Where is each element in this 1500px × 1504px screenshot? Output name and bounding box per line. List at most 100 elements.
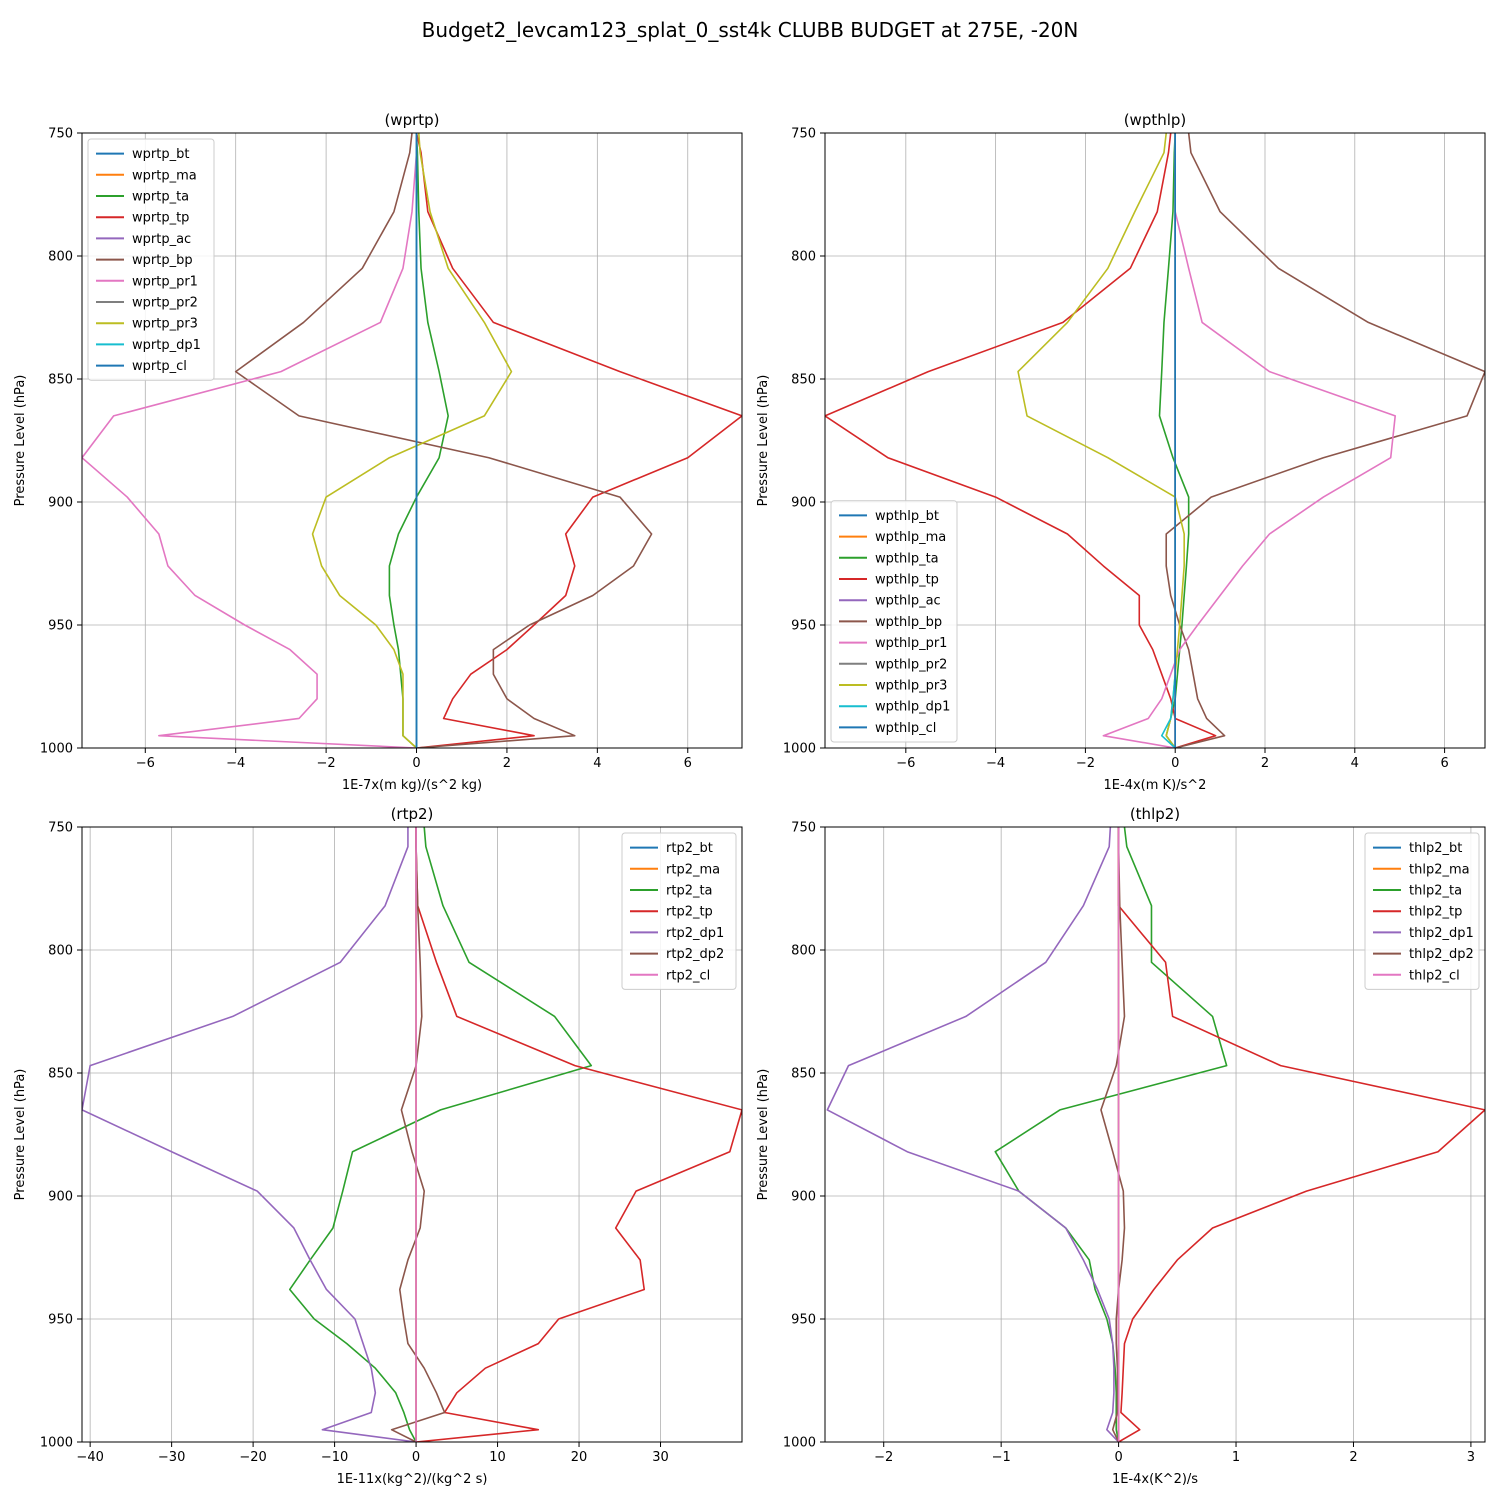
y-tick-label: 850 [791,373,816,388]
y-axis-label: Pressure Level (hPa) [756,375,771,507]
legend-label: rtp2_dp1 [666,926,724,941]
x-tick-label: −4 [226,756,245,771]
figure-title: Budget2_levcam123_splat_0_sst4k CLUBB BU… [422,18,1079,42]
legend-label: wprtp_ac [132,232,191,247]
y-tick-label: 850 [48,373,73,388]
legend-label: thlp2_tp [1409,905,1462,920]
x-tick-label: −6 [136,756,155,771]
series-line-rtp2_dp2 [390,827,446,1442]
x-tick-label: 0 [1171,756,1179,771]
legend-label: rtp2_ta [666,884,713,899]
legend-box [1364,832,1480,990]
series-line-wpthlp_pr1 [1102,133,1396,748]
series-group [826,827,1485,1442]
series-line-thlp2_dp1 [826,827,1120,1442]
legend-box [87,138,215,381]
legend-label: wprtp_bt [132,147,189,162]
x-tick-label: −20 [239,1450,266,1465]
y-tick-label: 800 [48,250,73,265]
series-line-thlp2_dp2 [1100,827,1126,1442]
chart-panel-3: −40 −30 −20 −10 0 10 20 30 750 800 850 900 950 1000 (r… [13,805,743,1487]
x-tick-label: 20 [571,1450,588,1465]
series-group [82,133,742,748]
legend-label: thlp2_ma [1409,862,1470,877]
legend-label: wprtp_pr1 [132,274,198,289]
legend-label: thlp2_ta [1409,884,1462,899]
y-tick-label: 800 [791,944,816,959]
y-tick-label: 800 [791,250,816,265]
chart-panel-2: −6 −4 −2 0 2 4 6 750 800 850 900 950 1000 (wpthlp) 1E-… [756,111,1486,793]
x-tick-label: 4 [593,756,601,771]
legend-label: rtp2_cl [666,968,710,983]
x-tick-label: −6 [896,756,915,771]
y-axis-label: Pressure Level (hPa) [756,1069,771,1201]
y-tick-label: 750 [791,821,816,836]
legend-label: wprtp_ma [132,168,197,183]
y-tick-label: 900 [791,496,816,511]
y-tick-label: 900 [48,496,73,511]
axes-frame [81,826,743,1443]
panel-title: (wprtp) [384,111,439,129]
series-line-rtp2_dp1 [82,827,417,1442]
panel-title: (rtp2) [391,805,434,823]
x-tick-label: 3 [1467,1450,1475,1465]
x-axis-label: 1E-4x(K^2)/s [1112,1472,1198,1487]
x-tick-label: 2 [1349,1450,1357,1465]
series-line-wprtp_tp [415,133,742,748]
legend-label: thlp2_dp2 [1409,947,1474,962]
y-tick-label: 850 [791,1067,816,1082]
legend-label: wpthlp_dp1 [875,700,950,715]
y-axis-label: Pressure Level (hPa) [13,1069,28,1201]
legend-box [830,500,958,743]
legend: rtp2_bt rtp2_ma rtp2_ta rtp2_tp rtp2_dp1 rtp2… [621,832,737,990]
x-tick-label: −2 [1076,756,1095,771]
legend-label: wpthlp_bt [875,509,939,524]
y-axis-label: Pressure Level (hPa) [13,375,28,507]
legend-label: thlp2_cl [1409,968,1460,983]
x-axis-label: 1E-11x(kg^2)/(kg^2 s) [337,1472,488,1487]
legend-label: thlp2_bt [1409,841,1462,856]
y-tick-label: 950 [48,1313,73,1328]
panel-title: (thlp2) [1130,805,1180,823]
legend-label: rtp2_ma [666,862,720,877]
legend-label: wpthlp_ta [875,551,939,566]
y-tick-label: 900 [791,1190,816,1205]
x-tick-label: −4 [986,756,1005,771]
series-group [82,827,742,1442]
y-tick-label: 750 [48,821,73,836]
y-tick-label: 950 [48,619,73,634]
x-tick-label: 30 [652,1450,669,1465]
x-tick-label: 2 [1261,756,1269,771]
series-line-wprtp_bp [234,133,653,748]
legend: wprtp_bt wprtp_ma wprtp_ta wprtp_tp wprtp_ac… [87,138,215,381]
axes-frame [824,826,1486,1443]
series-line-rtp2_ta [288,827,593,1442]
y-tick-label: 950 [791,1313,816,1328]
axes-frame [824,132,1486,749]
x-tick-label: 0 [1114,1450,1122,1465]
y-tick-label: 1000 [783,742,816,757]
x-tick-label: 1 [1232,1450,1240,1465]
legend-label: wprtp_bp [132,253,193,268]
legend: thlp2_bt thlp2_ma thlp2_ta thlp2_tp thlp2_dp… [1364,832,1480,990]
y-tick-label: 1000 [783,1436,816,1451]
legend-label: rtp2_tp [666,905,713,920]
x-tick-label: 0 [412,1450,420,1465]
legend-label: wprtp_ta [132,190,189,205]
series-line-thlp2_tp [1117,827,1485,1442]
x-tick-label: −40 [76,1450,103,1465]
legend-label: wpthlp_tp [875,573,939,588]
x-axis-label: 1E-7x(m kg)/(s^2 kg) [342,778,482,793]
series-line-rtp2_tp [415,827,742,1442]
legend-label: wprtp_pr3 [132,317,198,332]
legend-label: wprtp_pr2 [132,296,198,311]
legend: wpthlp_bt wpthlp_ma wpthlp_ta wpthlp_tpwpth… [830,500,958,743]
legend-label: wpthlp_pr1 [875,636,947,651]
x-tick-label: 0 [412,756,420,771]
chart-panel-1: −6 −4 −2 0 2 4 6 750 800 850 900 950 1000 (wprtp) 1E-7… [13,111,743,793]
legend-label: wpthlp_ac [875,594,941,609]
legend-label: wpthlp_pr2 [875,657,947,672]
legend-label: wpthlp_ma [875,530,946,545]
series-line-wpthlp_bp [1165,133,1485,748]
